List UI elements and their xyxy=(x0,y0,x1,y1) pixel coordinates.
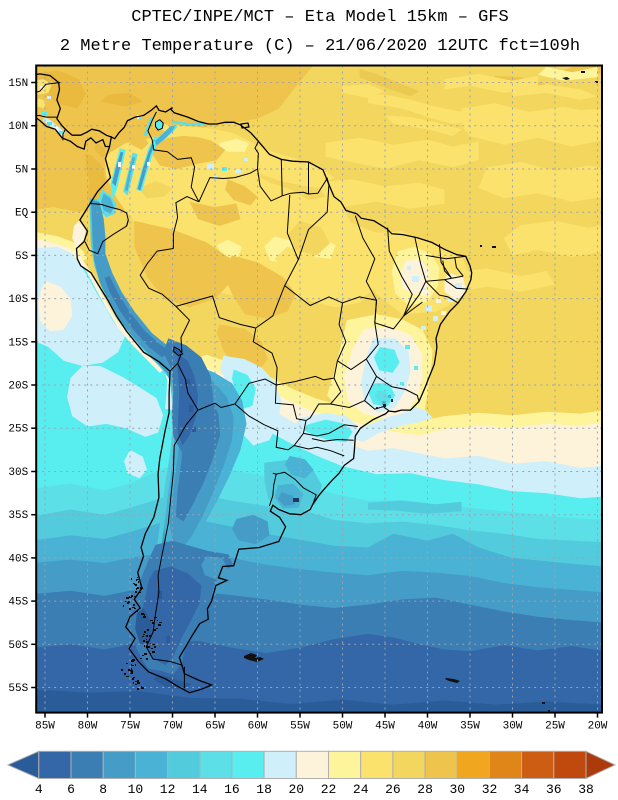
svg-text:20S: 20S xyxy=(8,381,28,393)
svg-text:12: 12 xyxy=(160,782,176,797)
svg-text:15N: 15N xyxy=(8,78,28,90)
svg-text:60W: 60W xyxy=(248,721,268,733)
svg-text:26: 26 xyxy=(385,782,401,797)
svg-text:18: 18 xyxy=(256,782,272,797)
svg-text:CPTEC/INPE/MCT – Eta Model 15: CPTEC/INPE/MCT – Eta Model 15km – GFS xyxy=(131,8,508,27)
svg-text:35S: 35S xyxy=(8,510,28,522)
svg-text:30: 30 xyxy=(449,782,465,797)
svg-text:65W: 65W xyxy=(205,721,225,733)
svg-text:45S: 45S xyxy=(8,597,28,609)
svg-text:4: 4 xyxy=(35,782,43,797)
svg-text:5N: 5N xyxy=(15,165,28,177)
svg-text:75W: 75W xyxy=(120,721,140,733)
svg-text:80W: 80W xyxy=(78,721,98,733)
svg-text:34: 34 xyxy=(514,782,530,797)
svg-text:10S: 10S xyxy=(8,294,28,306)
svg-text:30W: 30W xyxy=(503,721,523,733)
svg-text:38: 38 xyxy=(578,782,594,797)
svg-text:35W: 35W xyxy=(460,721,480,733)
svg-text:16: 16 xyxy=(224,782,240,797)
svg-text:20W: 20W xyxy=(588,721,608,733)
svg-text:32: 32 xyxy=(482,782,498,797)
svg-text:50S: 50S xyxy=(8,640,28,652)
svg-text:10N: 10N xyxy=(8,121,28,133)
svg-text:14: 14 xyxy=(192,782,208,797)
svg-text:70W: 70W xyxy=(163,721,183,733)
svg-text:15S: 15S xyxy=(8,337,28,349)
svg-text:30S: 30S xyxy=(8,467,28,479)
svg-text:EQ: EQ xyxy=(15,208,29,220)
svg-text:40S: 40S xyxy=(8,553,28,565)
svg-text:55W: 55W xyxy=(290,721,310,733)
svg-text:45W: 45W xyxy=(375,721,395,733)
svg-text:8: 8 xyxy=(99,782,107,797)
svg-text:22: 22 xyxy=(321,782,337,797)
svg-text:24: 24 xyxy=(353,782,369,797)
svg-text:20: 20 xyxy=(288,782,304,797)
svg-text:28: 28 xyxy=(417,782,433,797)
svg-text:25W: 25W xyxy=(545,721,565,733)
svg-text:2 Metre Temperature (C) – 21/0: 2 Metre Temperature (C) – 21/06/2020 12U… xyxy=(60,37,580,56)
svg-text:6: 6 xyxy=(67,782,75,797)
svg-text:55S: 55S xyxy=(8,683,28,695)
svg-text:40W: 40W xyxy=(418,721,438,733)
svg-text:5S: 5S xyxy=(15,251,29,263)
svg-text:25S: 25S xyxy=(8,424,28,436)
svg-text:50W: 50W xyxy=(333,721,353,733)
svg-text:85W: 85W xyxy=(35,721,55,733)
svg-text:36: 36 xyxy=(546,782,562,797)
svg-text:10: 10 xyxy=(128,782,144,797)
